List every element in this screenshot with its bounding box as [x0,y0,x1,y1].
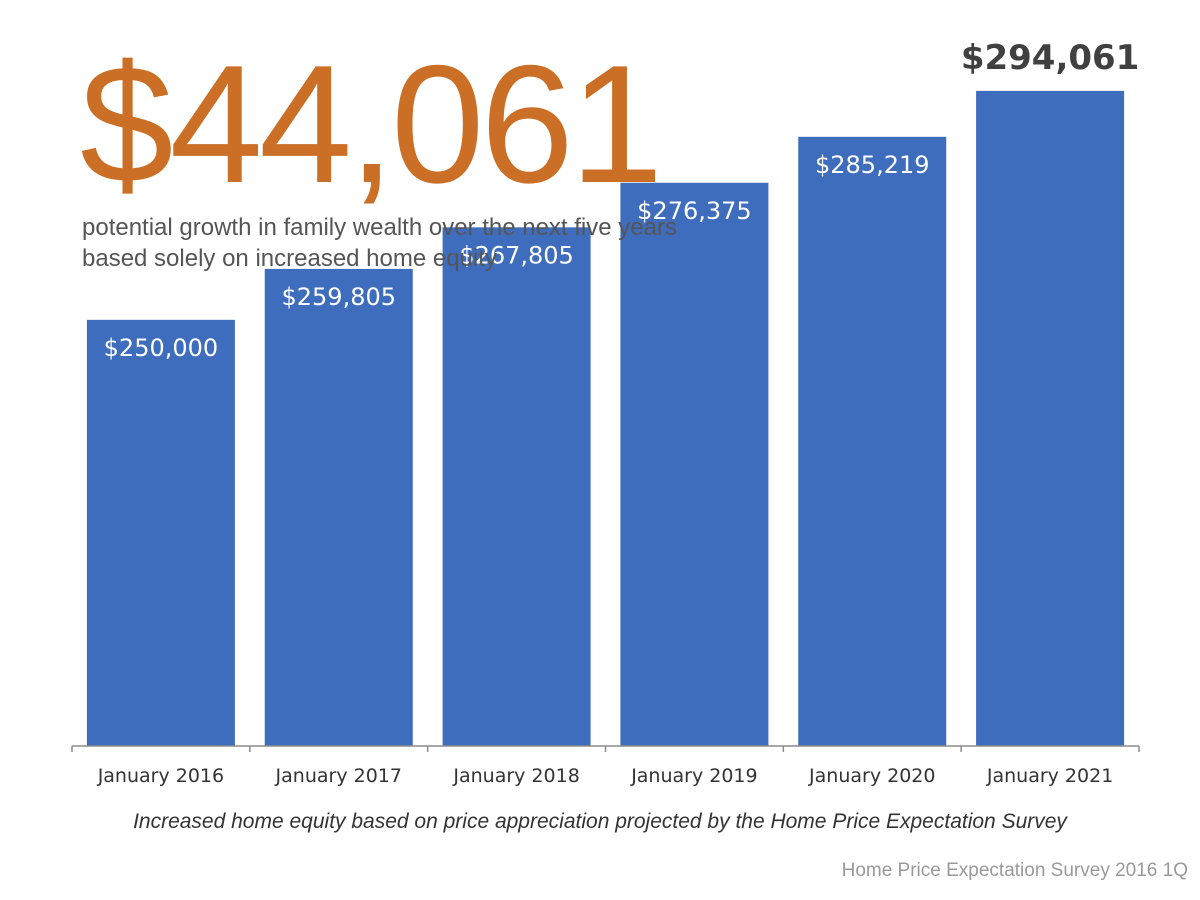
x-axis: January 2016 January 2017 January 2018 Janu… [71,745,1140,787]
bar-january-2018 [442,227,591,747]
x-tick-label: January 2017 [275,765,402,787]
bar-january-2017 [264,268,413,746]
bar-january-2020 [798,136,947,746]
value-label: $276,375 [637,197,752,225]
value-labels-group: $250,000 $259,805 $267,805 $276,375 $285,219… [104,38,1140,362]
bars-group [86,90,1125,747]
value-label: $250,000 [104,334,219,362]
source-credit: Home Price Expectation Survey 2016 1Q [841,860,1188,881]
bar-january-2019 [620,182,769,746]
x-tick-label: January 2016 [97,765,224,787]
x-tick-label: January 2020 [808,765,935,787]
value-label: $259,805 [281,283,396,311]
bar-january-2016 [86,319,235,746]
x-tick-label: January 2021 [986,765,1113,787]
chart-footnote: Increased home equity based on price app… [133,810,1067,833]
x-tick-label: January 2019 [630,765,757,787]
value-label: $294,061 [961,38,1140,78]
value-label: $285,219 [815,151,930,179]
x-tick-label: January 2018 [452,765,579,787]
bar-january-2021 [976,90,1125,746]
headline-subtitle: potential growth in family wealth over t… [82,214,677,272]
value-label: $267,805 [459,241,574,269]
headline-value: $44,061 [80,30,663,218]
